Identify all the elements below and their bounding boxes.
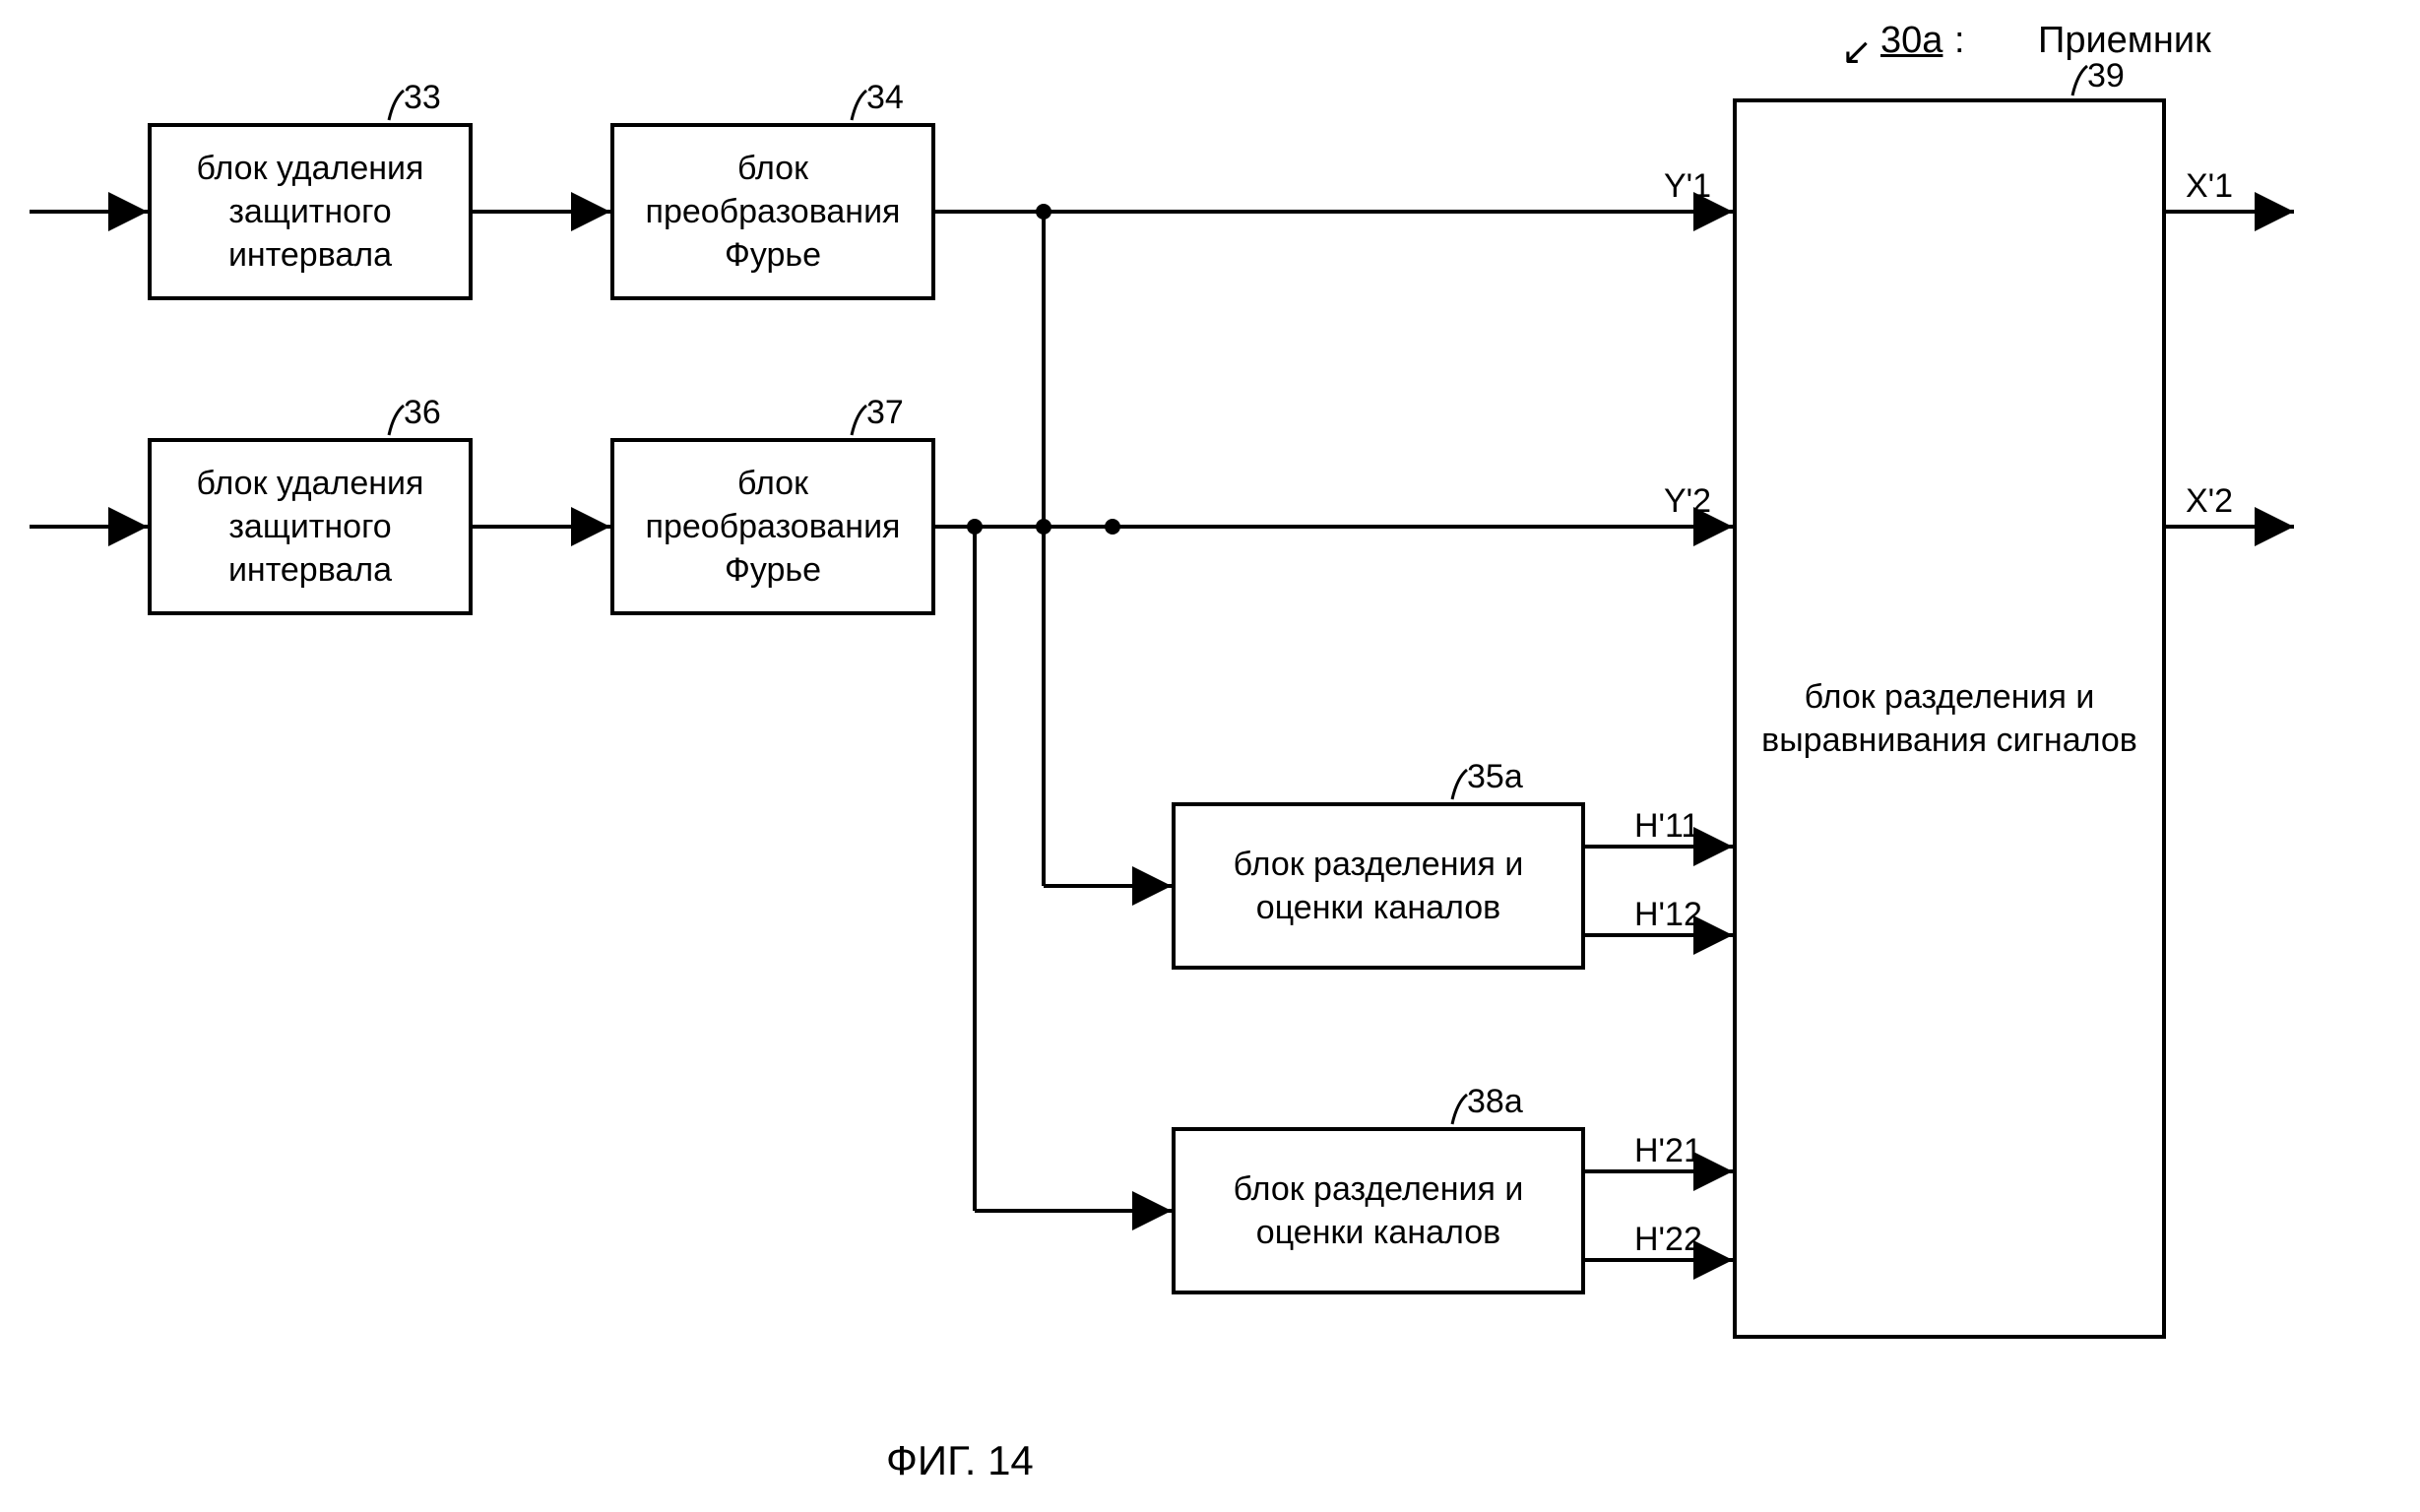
block-39-signal-separation-equalization: блок разделения и выравнивания сигналов [1733, 98, 2166, 1339]
block-37-text: блок преобразования Фурье [624, 462, 922, 593]
block-38a-channel-estimation: блок разделения и оценки каналов [1172, 1127, 1585, 1294]
block-36-text: блок удаления защитного интервала [161, 462, 459, 593]
block-36-number: 36 [404, 394, 441, 432]
block-33-text: блок удаления защитного интервала [161, 147, 459, 278]
block-39-number: 39 [2087, 57, 2125, 95]
signal-y2: Y'2 [1664, 482, 1711, 521]
figure-caption: ФИГ. 14 [886, 1437, 1034, 1484]
block-38a-text: блок разделения и оценки каналов [1185, 1167, 1571, 1254]
block-33-guard-interval-removal: блок удаления защитного интервала [148, 123, 473, 300]
receiver-ref-arrow: ↙ [1841, 30, 1873, 74]
signal-x2: X'2 [2186, 482, 2233, 521]
block-37-fourier-transform: блок преобразования Фурье [610, 438, 935, 615]
block-35a-number: 35a [1467, 758, 1523, 796]
block-36-guard-interval-removal: блок удаления защитного интервала [148, 438, 473, 615]
signal-x1: X'1 [2186, 167, 2233, 206]
receiver-ref: 30a [1880, 20, 1942, 62]
block-35a-channel-estimation: блок разделения и оценки каналов [1172, 802, 1585, 970]
signal-y1: Y'1 [1664, 167, 1711, 206]
block-35a-text: блок разделения и оценки каналов [1185, 843, 1571, 929]
block-34-text: блок преобразования Фурье [624, 147, 922, 278]
signal-h12: H'12 [1634, 896, 1702, 934]
block-38a-number: 38a [1467, 1083, 1523, 1121]
signal-h21: H'21 [1634, 1132, 1702, 1170]
receiver-label: Приемник [2038, 20, 2211, 62]
block-39-text: блок разделения и выравнивания сигналов [1747, 675, 2152, 762]
block-33-number: 33 [404, 79, 441, 117]
block-34-number: 34 [866, 79, 904, 117]
block-37-number: 37 [866, 394, 904, 432]
block-34-fourier-transform: блок преобразования Фурье [610, 123, 935, 300]
signal-h22: H'22 [1634, 1221, 1702, 1259]
receiver-ref-colon: : [1954, 20, 1965, 62]
signal-h11: H'11 [1634, 807, 1699, 846]
